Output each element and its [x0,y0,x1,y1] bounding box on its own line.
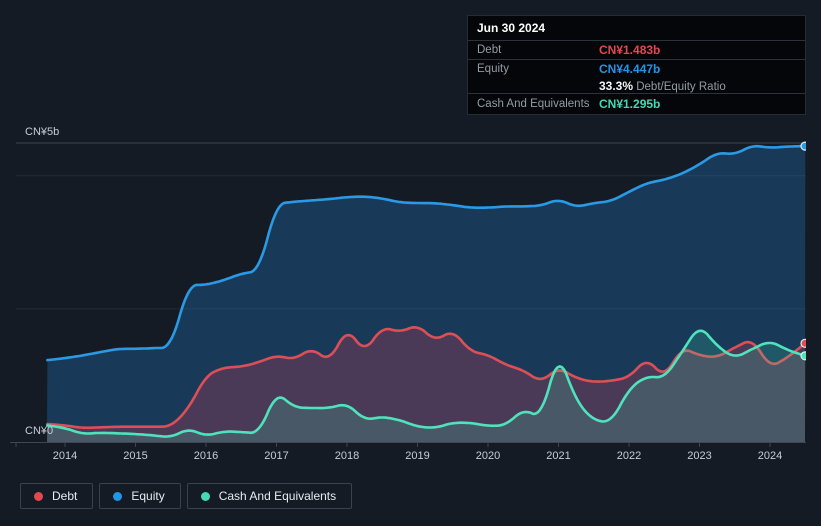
legend-cash-label: Cash And Equivalents [218,489,337,503]
tooltip-cash-value: CN¥1.295b [599,97,661,111]
tooltip-row-equity: Equity CN¥4.447b [468,60,805,78]
x-axis-label: 2021 [546,450,570,462]
tooltip-debt-value: CN¥1.483b [599,43,661,57]
legend-item-cash[interactable]: Cash And Equivalents [186,483,353,509]
marker-equity [800,141,806,151]
y-axis-label-top: CN¥5b [25,126,59,138]
cash-dot-icon [200,491,210,501]
grid [10,142,806,443]
series-area-group [46,141,806,442]
x-axis-label: 2017 [264,450,288,462]
x-axis-label: 2015 [123,450,147,462]
tooltip-row-cash: Cash And Equivalents CN¥1.295b [468,94,805,114]
x-axis-label: 2023 [687,450,711,462]
tooltip-cash-label: Cash And Equivalents [477,98,590,110]
x-axis-labels: 2014 2015 2016 2017 2018 2019 2020 2021 2022 2023… [53,450,782,462]
line-cash-and-equivalents [46,329,806,438]
y-axis-label-zero: CN¥0 [25,425,53,437]
tooltip-row-debt: Debt CN¥1.483b [468,41,805,60]
x-axis-label: 2014 [53,450,77,462]
chart-tooltip: Jun 30 2024 Debt CN¥1.483b Equity CN¥4.4… [467,15,806,115]
tooltip-debt-label: Debt [477,44,502,56]
tooltip-ratio: 33.3% Debt/Equity Ratio [599,79,726,93]
line-debt [46,326,806,430]
x-axis-label: 2018 [335,450,359,462]
tooltip-row-ratio: 33.3% Debt/Equity Ratio [468,78,805,94]
x-axis-label: 2022 [617,450,641,462]
legend-item-debt[interactable]: Debt [20,483,94,509]
equity-dot-icon [113,491,123,501]
tooltip-equity-label: Equity [477,63,509,75]
x-axis-label: 2020 [476,450,500,462]
tooltip-ratio-value: 33.3% [599,78,634,93]
debt-equity-history-chart: CN¥5b CN¥0 2014 2015 2016 2017 2018 2019 2020 2… [10,126,806,462]
axis-labels: CN¥5b CN¥0 [25,126,59,437]
legend-debt-label: Debt [52,489,78,503]
x-axis-label: 2019 [405,450,429,462]
legend-item-equity[interactable]: Equity [99,483,181,509]
x-axis-ticks [15,443,771,447]
marker-debt [800,338,806,348]
tooltip-equity-value: CN¥4.447b [599,62,661,76]
debt-dot-icon [34,491,43,501]
line-equity [46,144,806,362]
marker-cash-and-equivalents [800,351,806,361]
x-axis-label: 2024 [758,450,782,462]
tooltip-date: Jun 30 2024 [468,16,805,41]
chart-legend: Debt Equity Cash And Equivalents [20,483,353,509]
x-axis-label: 2016 [194,450,218,462]
tooltip-ratio-label: Debt/Equity Ratio [636,80,726,93]
legend-equity-label: Equity [131,489,165,503]
